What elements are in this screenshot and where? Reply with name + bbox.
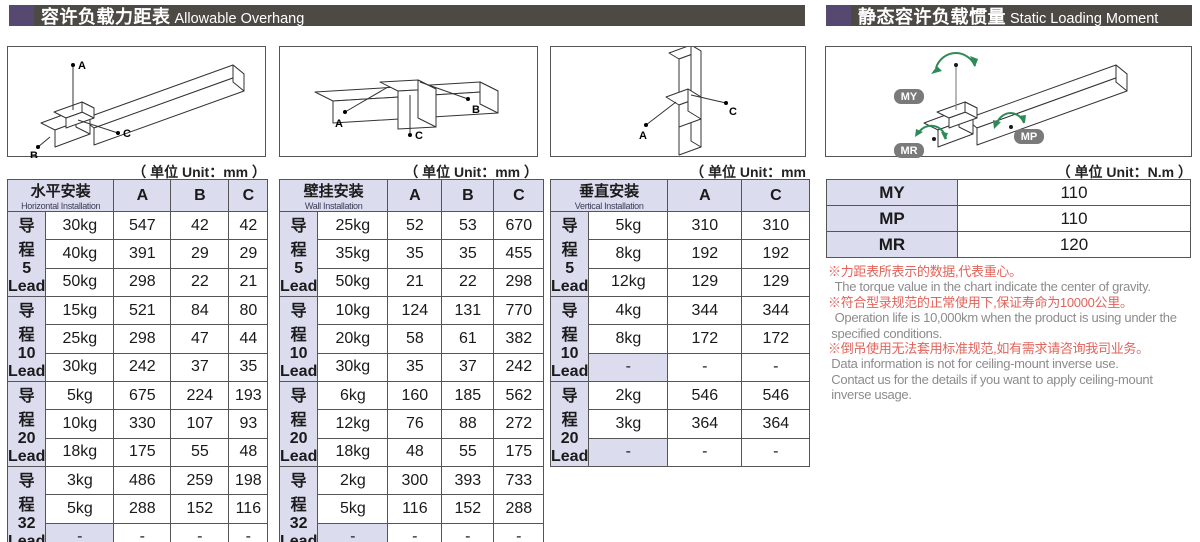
svg-text:C: C xyxy=(729,106,737,118)
svg-text:MP: MP xyxy=(1021,131,1038,143)
svg-text:MY: MY xyxy=(901,91,918,103)
svg-text:A: A xyxy=(78,60,86,72)
svg-text:B: B xyxy=(30,150,38,158)
svg-text:B: B xyxy=(472,104,480,116)
svg-text:A: A xyxy=(639,130,647,142)
svg-text:A: A xyxy=(335,118,343,130)
svg-text:MR: MR xyxy=(900,145,917,157)
svg-text:C: C xyxy=(123,128,131,140)
svg-text:C: C xyxy=(415,130,423,142)
